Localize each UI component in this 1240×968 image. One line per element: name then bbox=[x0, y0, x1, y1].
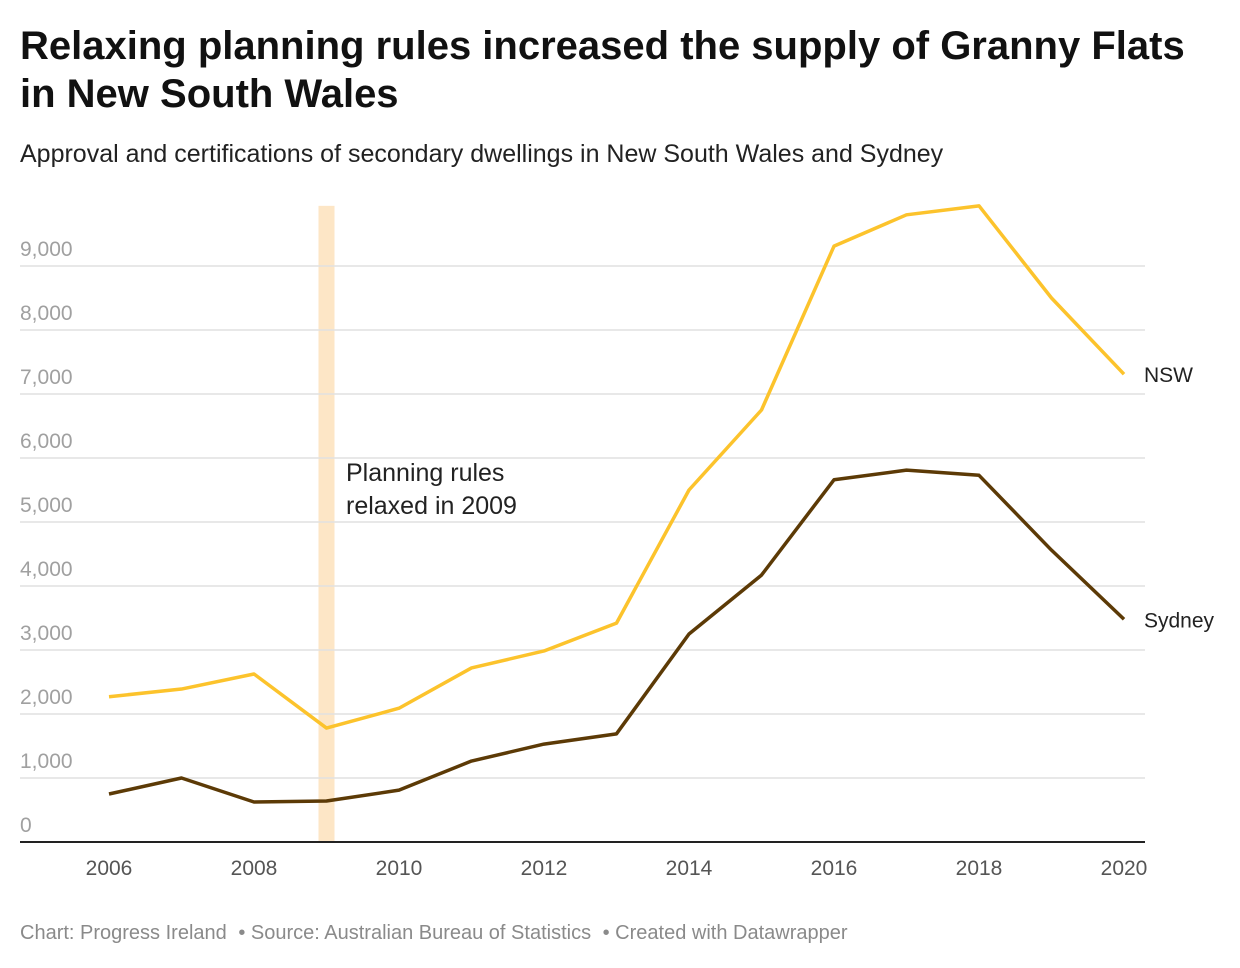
y-tick-label: 3,000 bbox=[20, 622, 73, 645]
footer-source: • Source: Australian Bureau of Statistic… bbox=[238, 922, 592, 944]
x-tick-label: 2010 bbox=[376, 857, 423, 880]
series-label-nsw: NSW bbox=[1144, 364, 1193, 387]
series-line-sydney bbox=[108, 468, 1126, 804]
y-tick-label: 6,000 bbox=[20, 430, 73, 453]
x-tick-label: 2006 bbox=[86, 857, 133, 880]
x-tick-label: 2008 bbox=[231, 857, 278, 880]
footer-credit: Chart: Progress Ireland bbox=[20, 922, 227, 944]
y-tick-label: 7,000 bbox=[20, 366, 73, 389]
y-tick-label: 8,000 bbox=[20, 302, 73, 325]
y-tick-label: 5,000 bbox=[20, 494, 73, 517]
series-line-nsw bbox=[108, 204, 1126, 730]
y-tick-label: 9,000 bbox=[20, 238, 73, 261]
series-label-sydney: Sydney bbox=[1144, 609, 1215, 632]
y-tick-label: 1,000 bbox=[20, 750, 73, 773]
x-tick-label: 2020 bbox=[1101, 857, 1148, 880]
y-tick-label: 2,000 bbox=[20, 686, 73, 709]
y-tick-label: 0 bbox=[20, 814, 32, 837]
footer-created: • Created with Datawrapper bbox=[602, 922, 848, 944]
x-tick-label: 2012 bbox=[521, 857, 568, 880]
annotation-text: relaxed in 2009 bbox=[346, 492, 517, 520]
x-tick-label: 2014 bbox=[666, 857, 713, 880]
annotation-text: Planning rules bbox=[346, 459, 504, 487]
highlight-band-2009 bbox=[318, 205, 335, 843]
footer: Chart: Progress Ireland • Source: Austra… bbox=[20, 922, 854, 945]
chart-subtitle: Approval and certifications of secondary… bbox=[20, 140, 944, 168]
x-tick-label: 2018 bbox=[956, 857, 1003, 880]
y-tick-label: 4,000 bbox=[20, 558, 73, 581]
chart-title: Relaxing planning rules increased the su… bbox=[20, 24, 1185, 116]
line-chart: 0 1,000 2,000 3,000 4,000 5,000 6,000 7,000 8,00… bbox=[20, 204, 1215, 880]
x-tick-label: 2016 bbox=[811, 857, 858, 880]
